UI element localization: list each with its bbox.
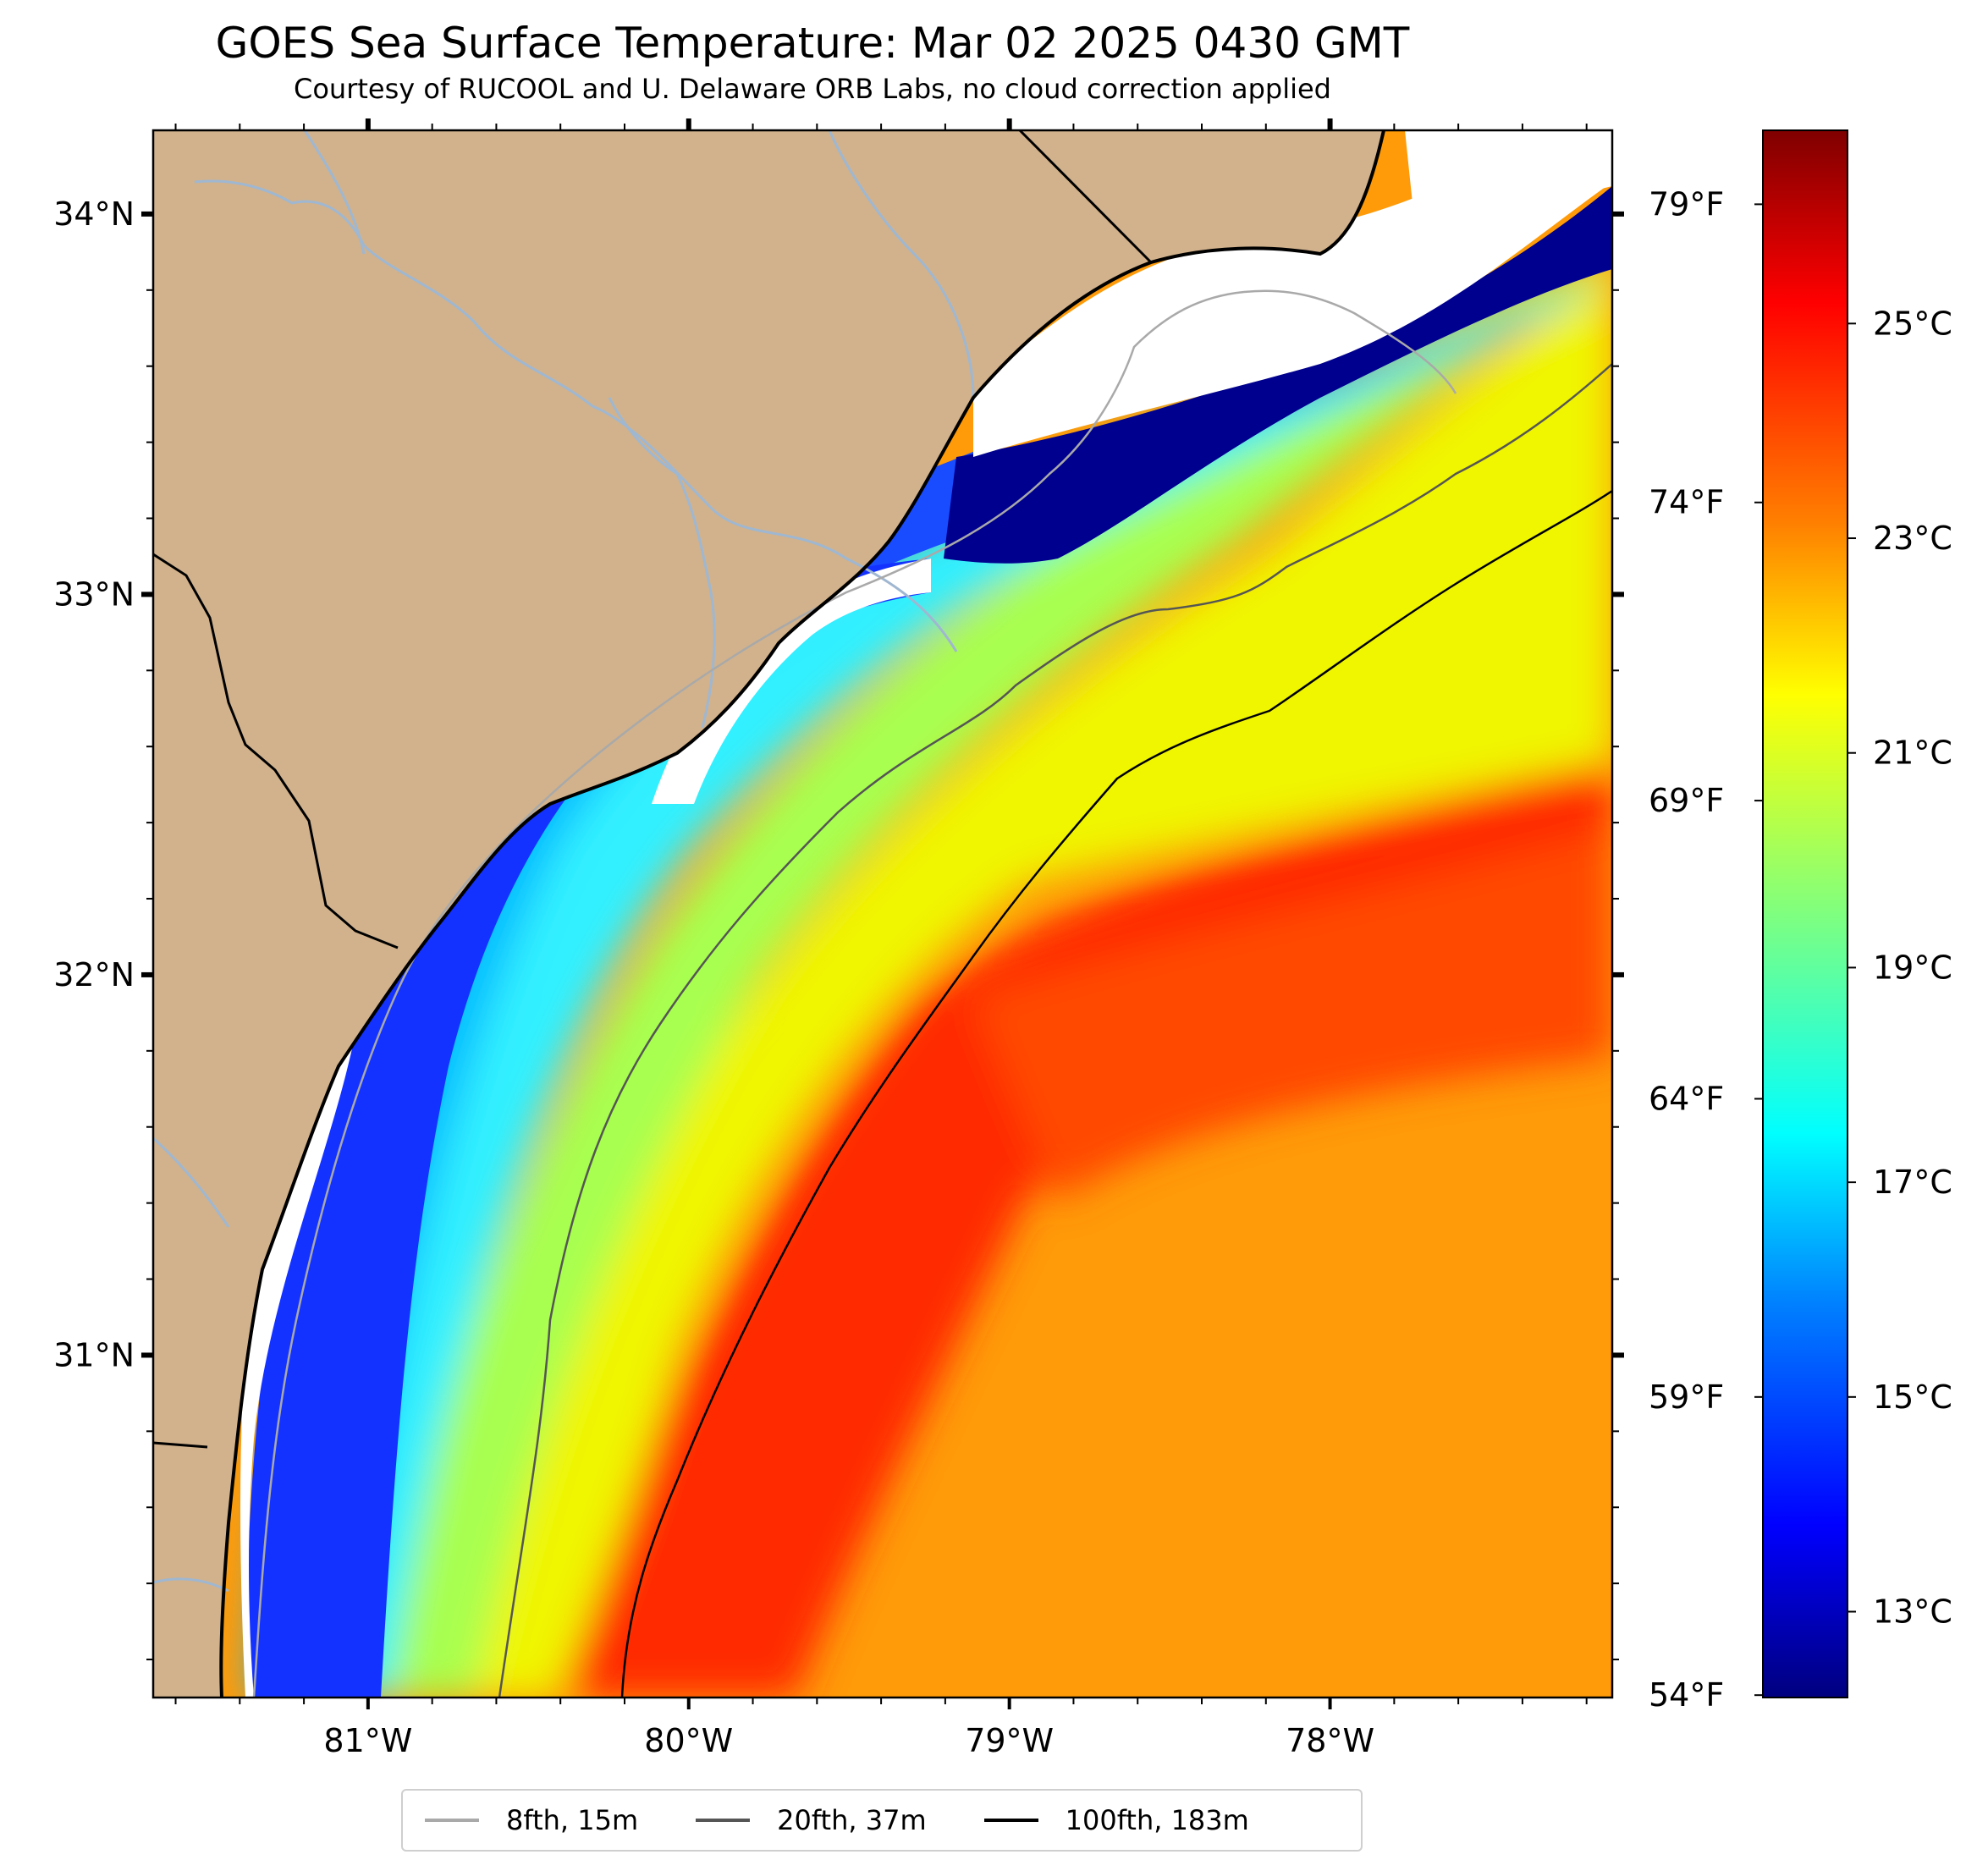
colorbar-f-label: 54°F — [1649, 1676, 1724, 1714]
legend: 8fth, 15m 20fth, 37m 100fth, 183m — [401, 1789, 1363, 1852]
legend-entry-20fth: 20fth, 37m — [696, 1804, 927, 1836]
lat-tick-label: 31°N — [53, 1336, 135, 1373]
legend-swatch — [425, 1819, 479, 1822]
map-panel — [153, 130, 1612, 1698]
map-ticks — [141, 118, 1856, 1709]
chart-title: GOES Sea Surface Temperature: Mar 02 202… — [215, 19, 1410, 68]
isobath-20fth — [498, 363, 1612, 1698]
colorbar-f-label: 79°F — [1649, 185, 1724, 223]
land-mass — [153, 130, 1384, 1698]
colorbar-f-label: 59°F — [1649, 1378, 1724, 1416]
lat-tick-label: 34°N — [53, 195, 135, 233]
colorbar-c-label: 15°C — [1873, 1378, 1952, 1416]
colorbar-f-label: 74°F — [1649, 484, 1724, 521]
colorbar-c-label: 13°C — [1873, 1593, 1952, 1631]
coastline — [219, 130, 1385, 1698]
colorbar-c-label: 23°C — [1873, 520, 1952, 557]
legend-entry-100fth: 100fth, 183m — [983, 1804, 1249, 1836]
legend-swatch — [983, 1819, 1038, 1822]
colorbar-c-label: 21°C — [1873, 735, 1952, 772]
legend-label: 8fth, 15m — [506, 1804, 639, 1836]
map-frame — [151, 129, 1614, 1699]
lon-tick-label: 79°W — [965, 1722, 1054, 1759]
legend-entry-8fth: 8fth, 15m — [425, 1804, 638, 1836]
colorbar-f-label: 69°F — [1649, 782, 1724, 819]
isobath-8fth — [252, 289, 1457, 1698]
legend-swatch — [696, 1819, 751, 1822]
lat-tick-label: 32°N — [53, 956, 135, 993]
lon-tick-label: 81°W — [323, 1722, 412, 1759]
colorbar-f-label: 64°F — [1649, 1080, 1724, 1117]
colorbar-c-label: 17°C — [1873, 1164, 1952, 1201]
lon-tick-label: 78°W — [1286, 1722, 1374, 1759]
sst-gradient-bands — [254, 254, 1612, 1698]
isobath-100fth — [620, 489, 1612, 1698]
lat-tick-label: 33°N — [53, 575, 135, 613]
colorbar-c-label: 19°C — [1873, 949, 1952, 986]
colorbar-c-label: 25°C — [1873, 305, 1952, 342]
colorbar — [1762, 129, 1848, 1698]
lon-tick-label: 80°W — [644, 1722, 733, 1759]
chart-subtitle: Courtesy of RUCOOL and U. Delaware ORB L… — [294, 73, 1331, 105]
legend-label: 100fth, 183m — [1065, 1804, 1249, 1836]
legend-label: 20fth, 37m — [777, 1804, 927, 1836]
